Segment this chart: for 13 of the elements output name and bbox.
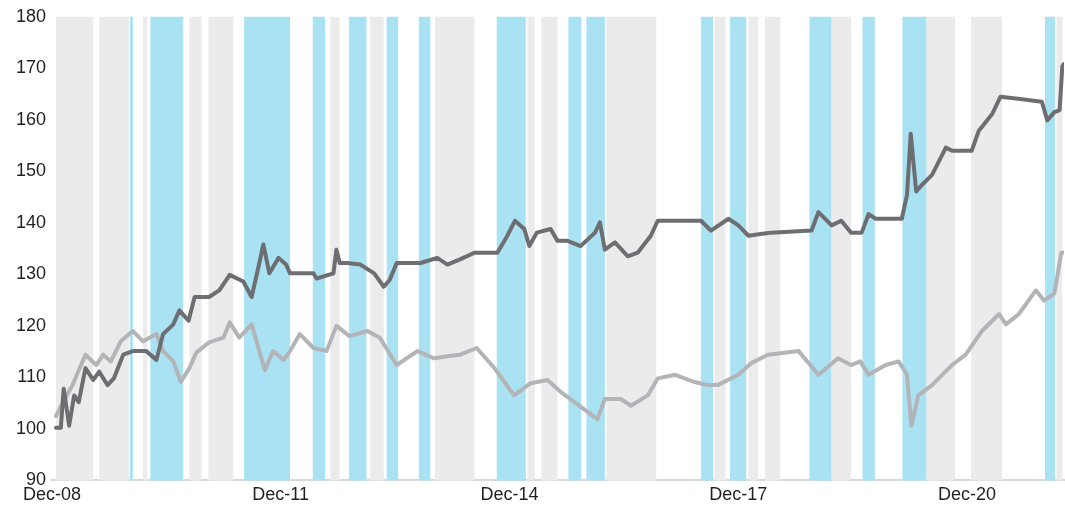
y-tick-label: 160 [15,108,47,129]
y-tick-label: 110 [17,366,47,387]
x-tick-label: Dec-14 [480,484,539,505]
y-tick-label: 170 [15,57,47,78]
y-tick-label: 150 [15,160,47,181]
y-tick-label: 130 [15,263,47,284]
y-tick-label: 180 [15,5,47,26]
y-tick-label: 140 [15,211,47,232]
x-tick-label: Dec-20 [938,484,997,505]
y-tick-label: 100 [15,417,47,438]
y-tick-label: 120 [15,314,47,335]
x-tick-label: Dec-11 [252,484,309,505]
x-tick-label: Dec-17 [709,484,768,505]
